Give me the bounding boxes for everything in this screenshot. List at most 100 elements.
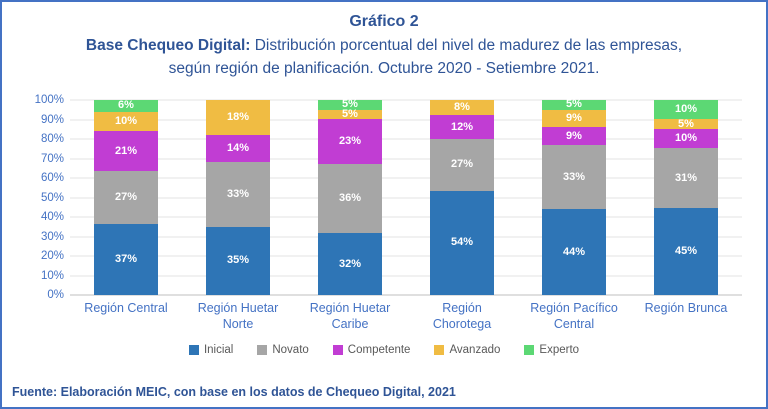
legend-item-competente: Competente [332, 344, 411, 356]
bar-segment-experto: 10% [653, 100, 719, 120]
figure-header: Gráfico 2 Base Chequeo Digital: Distribu… [12, 10, 756, 80]
y-tick-label: 80% [40, 133, 64, 145]
bar-segment-avanzado: 10% [93, 111, 159, 131]
segment-data-label: 8% [454, 101, 470, 114]
segment-data-label: 54% [450, 236, 473, 249]
chart-subtitle: Base Chequeo Digital: Distribución porce… [64, 34, 704, 80]
y-tick-label: 50% [40, 191, 64, 204]
legend-label: Inicial [203, 344, 234, 356]
bar-column: 44% 33% 9% 9% 5% [518, 98, 630, 295]
gridline [70, 158, 742, 159]
gridline [70, 236, 742, 237]
gridline [70, 255, 742, 257]
chart-subtitle-lead: Base Chequeo Digital: [85, 37, 251, 54]
stacked-bar: 44% 33% 9% 9% 5% [541, 98, 607, 295]
chart-subtitle-rest: Distribución porcentual del nivel de mad… [168, 37, 683, 77]
legend-item-novato: Novato [257, 344, 309, 356]
y-tick-label: 30% [40, 230, 64, 243]
stacked-bar: 45% 31% 10% 5% 10% [653, 100, 719, 295]
stacked-bar: 35% 33% 14% 18% [205, 100, 271, 295]
segment-data-label: 31% [674, 171, 697, 184]
bar-segment-avanzado: 9% [541, 109, 607, 128]
segment-data-label: 33% [226, 188, 249, 201]
bar-segment-inicial: 54% [429, 190, 495, 295]
bar-segment-competente: 21% [93, 130, 159, 172]
segment-data-label: 10% [674, 103, 697, 116]
gridline [70, 138, 742, 140]
bar-segment-avanzado: 5% [653, 117, 719, 130]
bar-segment-novato: 33% [541, 144, 607, 210]
segment-data-label: 36% [338, 191, 361, 204]
bar-segment-inicial: 44% [541, 209, 607, 295]
bar-segment-experto: 6% [93, 99, 159, 112]
segment-data-label: 10% [114, 114, 137, 127]
segment-data-label: 6% [118, 99, 134, 112]
y-tick-label: 100% [34, 94, 64, 106]
bar-segment-novato: 36% [317, 163, 383, 234]
x-axis-label: Región Huetar Norte [197, 301, 279, 331]
bar-segment-novato: 27% [429, 138, 495, 191]
bar-segment-experto: 5% [541, 98, 607, 111]
legend-item-experto: Experto [524, 344, 579, 356]
source-note: Fuente: Elaboración MEIC, con base en lo… [12, 385, 456, 399]
segment-data-label: 9% [566, 129, 582, 142]
stacked-bar: 54% 27% 12% 8% [429, 100, 495, 295]
gridline [70, 294, 742, 296]
y-tick-label: 90% [40, 113, 64, 126]
bar-column: 35% 33% 14% 18% [182, 100, 294, 295]
chart-area: 100% 90% 80% 70% 60% 50% 40% 30% 20% 10% 0% 37% 27%… [28, 94, 742, 301]
segment-data-label: 44% [562, 245, 585, 258]
bar-segment-competente: 14% [205, 135, 271, 163]
segment-data-label: 45% [674, 245, 697, 258]
legend: Inicial Novato Competente Avanzado Experto [12, 344, 756, 356]
bar-segment-novato: 33% [205, 162, 271, 227]
legend-label: Competente [347, 344, 411, 356]
y-tick-label: 70% [40, 152, 64, 165]
segment-data-label: 5% [678, 117, 694, 130]
y-tick-label: 0% [47, 289, 64, 301]
segment-data-label: 27% [114, 191, 137, 203]
gridline [70, 99, 742, 101]
segment-data-label: 10% [674, 132, 697, 145]
x-axis-label: Región Pacífico Central [530, 301, 618, 331]
legend-swatch-icon [188, 345, 199, 355]
x-axis: Región Central Región Huetar Norte Región … [70, 300, 742, 332]
y-tick-label: 10% [40, 269, 64, 282]
legend-label: Novato [272, 344, 309, 356]
bar-column: 37% 27% 21% 10% 6% [70, 100, 182, 295]
plot-area: 37% 27% 21% 10% 6% 35% 33% 14% 18% 32% 36% 23% 5% 5% 5… [70, 98, 742, 296]
x-axis-label: Región Chorotega [432, 301, 492, 331]
segment-data-label: 37% [114, 252, 137, 265]
y-tick-label: 20% [40, 250, 64, 262]
stacked-bar: 37% 27% 21% 10% 6% [93, 99, 159, 295]
segment-data-label: 23% [338, 135, 361, 148]
gridline [70, 275, 742, 276]
bar-segment-novato: 31% [653, 148, 719, 209]
y-axis: 100% 90% 80% 70% 60% 50% 40% 30% 20% 10% 0% [28, 94, 70, 301]
bar-segment-competente: 10% [653, 128, 719, 149]
bar-segment-competente: 9% [541, 127, 607, 145]
x-axis-label: Región Huetar Caribe [309, 301, 391, 331]
y-tick-label: 40% [40, 211, 64, 223]
legend-label: Experto [539, 344, 580, 356]
bar-column: 45% 31% 10% 5% 10% [630, 100, 742, 295]
segment-data-label: 12% [450, 120, 473, 133]
bar-segment-avanzado: 18% [205, 100, 271, 136]
legend-swatch-icon [434, 345, 445, 355]
bars-row: 37% 27% 21% 10% 6% 35% 33% 14% 18% 32% 36% 23% 5% 5% 5… [70, 98, 742, 295]
legend-item-avanzado: Avanzado [434, 344, 500, 356]
legend-label: Avanzado [449, 344, 501, 356]
y-tick-label: 60% [40, 172, 64, 184]
stacked-bar: 32% 36% 23% 5% 5% [317, 99, 383, 295]
segment-data-label: 35% [226, 254, 249, 267]
segment-data-label: 18% [226, 111, 249, 124]
legend-swatch-icon [257, 345, 268, 355]
legend-item-inicial: Inicial [188, 344, 234, 356]
bar-segment-avanzado: 5% [317, 108, 383, 119]
segment-data-label: 14% [226, 142, 249, 155]
gridline [70, 119, 742, 120]
bar-segment-inicial: 35% [205, 226, 271, 295]
segment-data-label: 5% [566, 98, 582, 111]
x-axis-label: Región Brunca [644, 301, 728, 315]
segment-data-label: 9% [566, 112, 582, 125]
